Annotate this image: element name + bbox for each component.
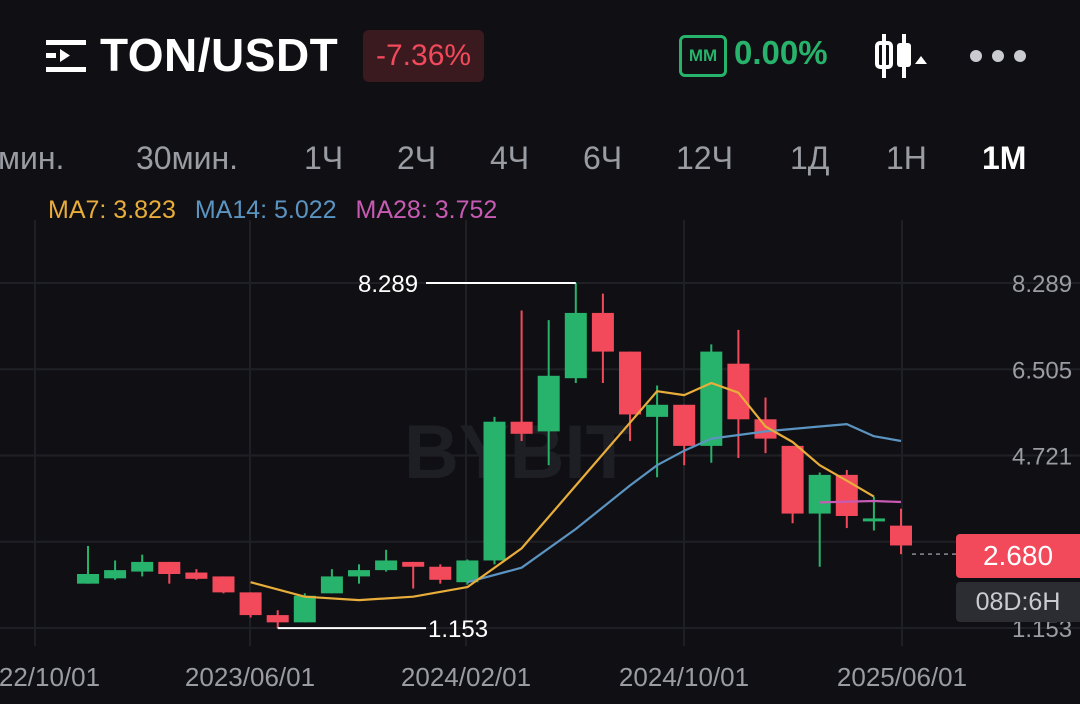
- x-axis-tick-label: 2022/10/01: [0, 662, 100, 692]
- candle-body: [320, 576, 343, 594]
- candle-body: [646, 404, 669, 417]
- candle-body: [591, 312, 614, 352]
- x-axis-tick-label: 2023/06/01: [185, 662, 315, 692]
- candle-body: [781, 445, 804, 514]
- tab-interval-min[interactable]: мин.: [0, 140, 65, 176]
- tab-interval-1h[interactable]: 1Ч: [304, 140, 344, 176]
- ma14-legend: MA14: 5.022: [194, 196, 337, 224]
- y-axis-tick-label: 8.289: [1012, 271, 1072, 298]
- tab-interval-1w[interactable]: 1Н: [886, 140, 927, 176]
- candle-body: [456, 560, 479, 583]
- ma28-line: [819, 499, 902, 504]
- price-change-badge: -7.36%: [363, 30, 485, 82]
- mm-value: 0.00%: [734, 34, 828, 71]
- candle-body: [862, 518, 885, 522]
- tab-interval-30min[interactable]: 30мин.: [136, 140, 239, 176]
- current-price-tag: 2.680: [956, 534, 1080, 578]
- min-price-label: 1.153: [428, 616, 488, 643]
- interval-tabs: мин. 30мин. 1Ч 2Ч 4Ч 6Ч 12Ч 1Д 1Н 1М: [0, 140, 1080, 186]
- candle-body: [266, 615, 289, 623]
- ma7-line: [250, 381, 875, 602]
- candle-countdown: 08D:6H: [956, 582, 1080, 622]
- y-axis-tick-label: 6.505: [1012, 357, 1072, 384]
- candle-body: [185, 572, 208, 579]
- candle-body: [375, 560, 398, 571]
- candle-body: [402, 561, 425, 567]
- candle-body: [158, 561, 181, 574]
- candle-body: [131, 561, 154, 572]
- y-axis-tick-label: 4.721: [1012, 444, 1072, 471]
- candle-body: [104, 570, 127, 579]
- candle-body: [619, 351, 641, 415]
- candle-body: [483, 421, 506, 561]
- tab-interval-6h[interactable]: 6Ч: [583, 140, 623, 176]
- ma7-legend: MA7: 3.823: [48, 196, 176, 224]
- candle-body: [890, 525, 912, 546]
- price-chart[interactable]: 8.2896.5054.7212.9371.153BYBIT8.2891.153…: [0, 220, 1080, 704]
- candle-body: [212, 576, 235, 593]
- candle-body: [239, 592, 262, 616]
- trading-pair-title[interactable]: TON/USDT: [100, 29, 339, 81]
- tab-interval-2h[interactable]: 2Ч: [397, 140, 437, 176]
- candle-body: [348, 570, 370, 577]
- candle-body: [673, 404, 696, 446]
- x-axis-tick-label: 2025/06/01: [837, 662, 967, 692]
- candle-body: [77, 573, 99, 584]
- candlestick-chart-icon[interactable]: [872, 30, 928, 82]
- candle-body: [429, 566, 452, 580]
- candle-body: [293, 595, 316, 623]
- candle-body: [564, 312, 587, 379]
- menu-icon[interactable]: [44, 38, 88, 74]
- tab-interval-12h[interactable]: 12Ч: [676, 140, 733, 176]
- tab-interval-1m[interactable]: 1М: [982, 140, 1027, 176]
- candle-body: [700, 351, 723, 446]
- mm-icon[interactable]: MM: [679, 35, 727, 77]
- x-axis-tick-label: 2024/02/01: [401, 662, 531, 692]
- top-bar: TON/USDT -7.36% MM 0.00%: [0, 0, 1080, 112]
- tab-interval-4h[interactable]: 4Ч: [490, 140, 530, 176]
- x-axis-tick-label: 2024/10/01: [619, 662, 749, 692]
- candle-body: [754, 419, 777, 439]
- ma14-line: [467, 423, 902, 584]
- more-icon[interactable]: [968, 44, 1028, 68]
- ma28-legend: MA28: 3.752: [355, 196, 498, 224]
- ma-legend: MA7: 3.823 MA14: 5.022 MA28: 3.752: [48, 196, 509, 225]
- candle-body: [808, 474, 831, 514]
- max-price-label: 8.289: [358, 271, 418, 298]
- candle-body: [537, 375, 560, 432]
- candle-body: [727, 363, 750, 420]
- tab-interval-1d[interactable]: 1Д: [790, 140, 830, 176]
- candle-body: [510, 421, 533, 434]
